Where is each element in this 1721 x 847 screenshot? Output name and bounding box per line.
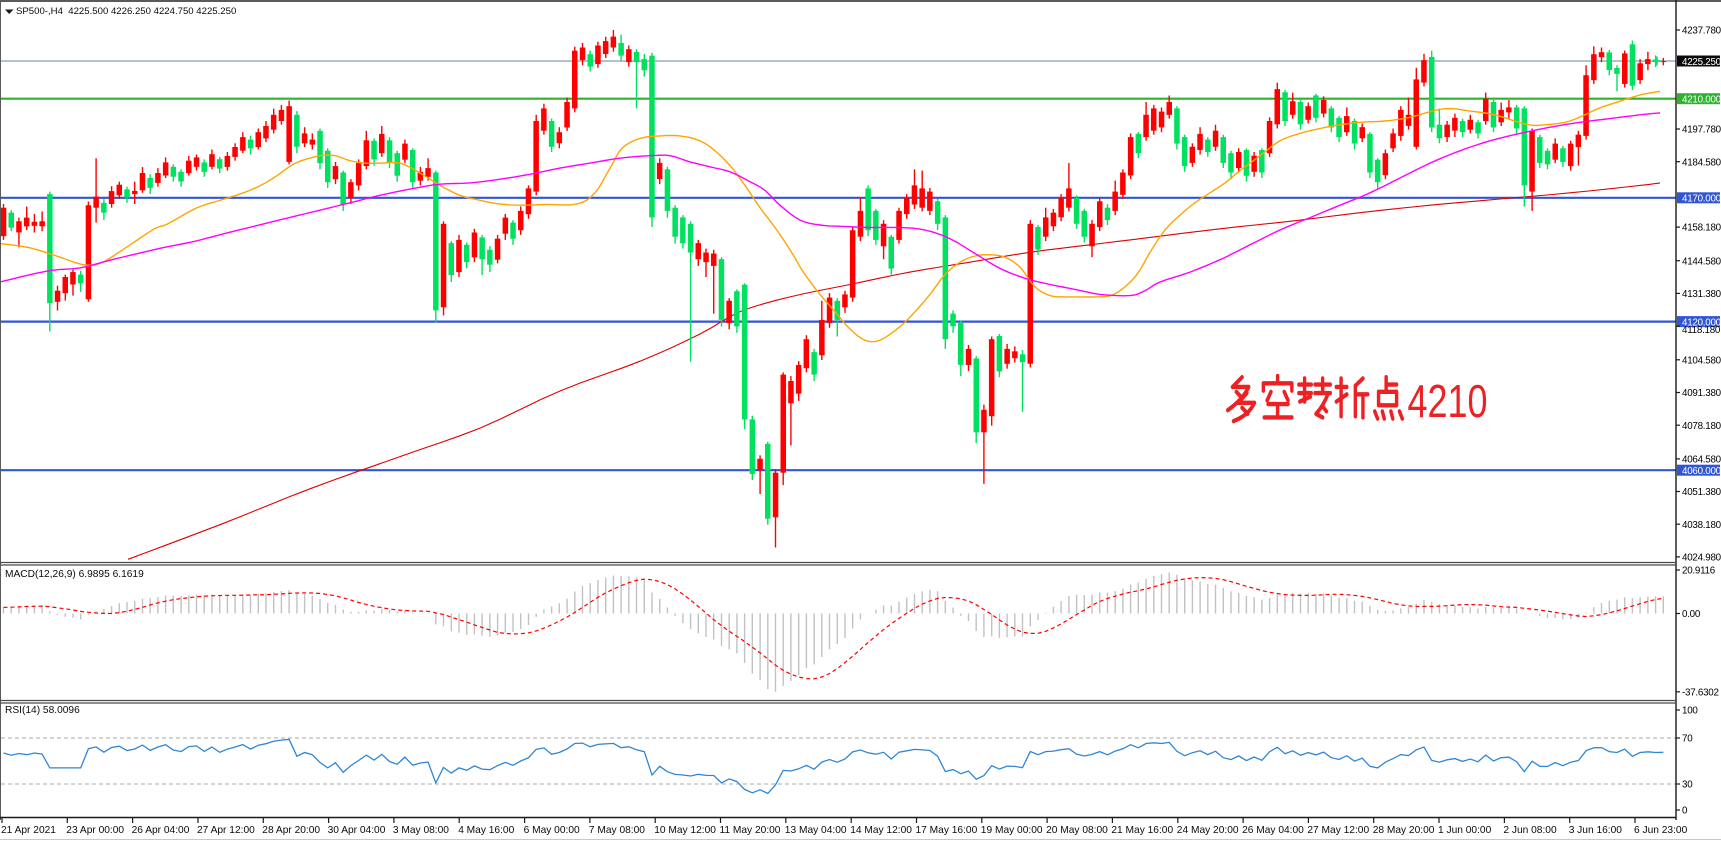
svg-text:4 May 16:00: 4 May 16:00 — [458, 825, 514, 836]
svg-text:21 Apr 2021: 21 Apr 2021 — [1, 825, 56, 836]
svg-text:SP500-,H4 4225.500 4226.250 4: SP500-,H4 4225.500 4226.250 4224.750 422… — [16, 6, 236, 17]
svg-text:7 May 08:00: 7 May 08:00 — [589, 825, 645, 836]
svg-text:20.9116: 20.9116 — [1682, 566, 1716, 577]
svg-text:13 May 04:00: 13 May 04:00 — [785, 825, 847, 836]
svg-text:1 Jun 00:00: 1 Jun 00:00 — [1438, 825, 1492, 836]
svg-text:2 Jun 08:00: 2 Jun 08:00 — [1503, 825, 1557, 836]
svg-text:23 Apr 00:00: 23 Apr 00:00 — [66, 825, 124, 836]
svg-text:27 Apr 12:00: 27 Apr 12:00 — [197, 825, 255, 836]
svg-text:4131.380: 4131.380 — [1682, 289, 1721, 300]
svg-text:26 May 04:00: 26 May 04:00 — [1242, 825, 1304, 836]
svg-text:3 May 08:00: 3 May 08:00 — [393, 825, 449, 836]
svg-text:4158.180: 4158.180 — [1682, 223, 1721, 234]
svg-text:19 May 00:00: 19 May 00:00 — [981, 825, 1043, 836]
svg-text:3 Jun 16:00: 3 Jun 16:00 — [1569, 825, 1623, 836]
svg-text:17 May 16:00: 17 May 16:00 — [916, 825, 978, 836]
svg-text:27 May 12:00: 27 May 12:00 — [1307, 825, 1369, 836]
svg-text:4210: 4210 — [1408, 375, 1488, 427]
svg-text:24 May 20:00: 24 May 20:00 — [1177, 825, 1239, 836]
svg-text:4038.180: 4038.180 — [1682, 520, 1721, 531]
svg-text:4170.000: 4170.000 — [1682, 194, 1721, 205]
svg-text:28 Apr 20:00: 28 Apr 20:00 — [262, 825, 320, 836]
svg-text:RSI(14) 58.0096: RSI(14) 58.0096 — [5, 705, 80, 716]
svg-text:4051.380: 4051.380 — [1682, 487, 1721, 498]
svg-text:4197.780: 4197.780 — [1682, 125, 1721, 136]
svg-text:4078.180: 4078.180 — [1682, 421, 1721, 432]
svg-text:4024.980: 4024.980 — [1682, 553, 1721, 564]
svg-text:21 May 16:00: 21 May 16:00 — [1111, 825, 1173, 836]
svg-text:6 Jun 23:00: 6 Jun 23:00 — [1634, 825, 1688, 836]
svg-text:30 Apr 04:00: 30 Apr 04:00 — [328, 825, 386, 836]
svg-text:14 May 12:00: 14 May 12:00 — [850, 825, 912, 836]
svg-text:26 Apr 04:00: 26 Apr 04:00 — [132, 825, 190, 836]
svg-text:100: 100 — [1682, 706, 1698, 717]
svg-text:4091.380: 4091.380 — [1682, 388, 1721, 399]
svg-text:4144.580: 4144.580 — [1682, 256, 1721, 267]
svg-text:4120.000: 4120.000 — [1682, 317, 1721, 328]
svg-text:6 May 00:00: 6 May 00:00 — [524, 825, 580, 836]
svg-text:70: 70 — [1682, 734, 1693, 745]
svg-text:4118.180: 4118.180 — [1682, 325, 1721, 336]
svg-text:-37.6302: -37.6302 — [1682, 687, 1719, 698]
svg-text:4210.000: 4210.000 — [1682, 95, 1721, 106]
svg-text:4064.580: 4064.580 — [1682, 455, 1721, 466]
svg-text:4237.780: 4237.780 — [1682, 26, 1721, 37]
svg-text:11 May 20:00: 11 May 20:00 — [720, 825, 781, 836]
svg-text:4184.580: 4184.580 — [1682, 157, 1721, 168]
svg-text:4104.580: 4104.580 — [1682, 355, 1721, 366]
svg-text:4060.000: 4060.000 — [1682, 466, 1721, 477]
svg-text:MACD(12,26,9) 6.9895 6.1619: MACD(12,26,9) 6.9895 6.1619 — [5, 569, 144, 580]
svg-text:4225.250: 4225.250 — [1682, 57, 1721, 68]
svg-text:10 May 12:00: 10 May 12:00 — [654, 825, 716, 836]
svg-text:0.00: 0.00 — [1682, 609, 1701, 620]
svg-text:20 May 08:00: 20 May 08:00 — [1046, 825, 1108, 836]
svg-text:30: 30 — [1682, 780, 1693, 791]
svg-text:28 May 20:00: 28 May 20:00 — [1373, 825, 1435, 836]
svg-text:0: 0 — [1682, 806, 1688, 817]
